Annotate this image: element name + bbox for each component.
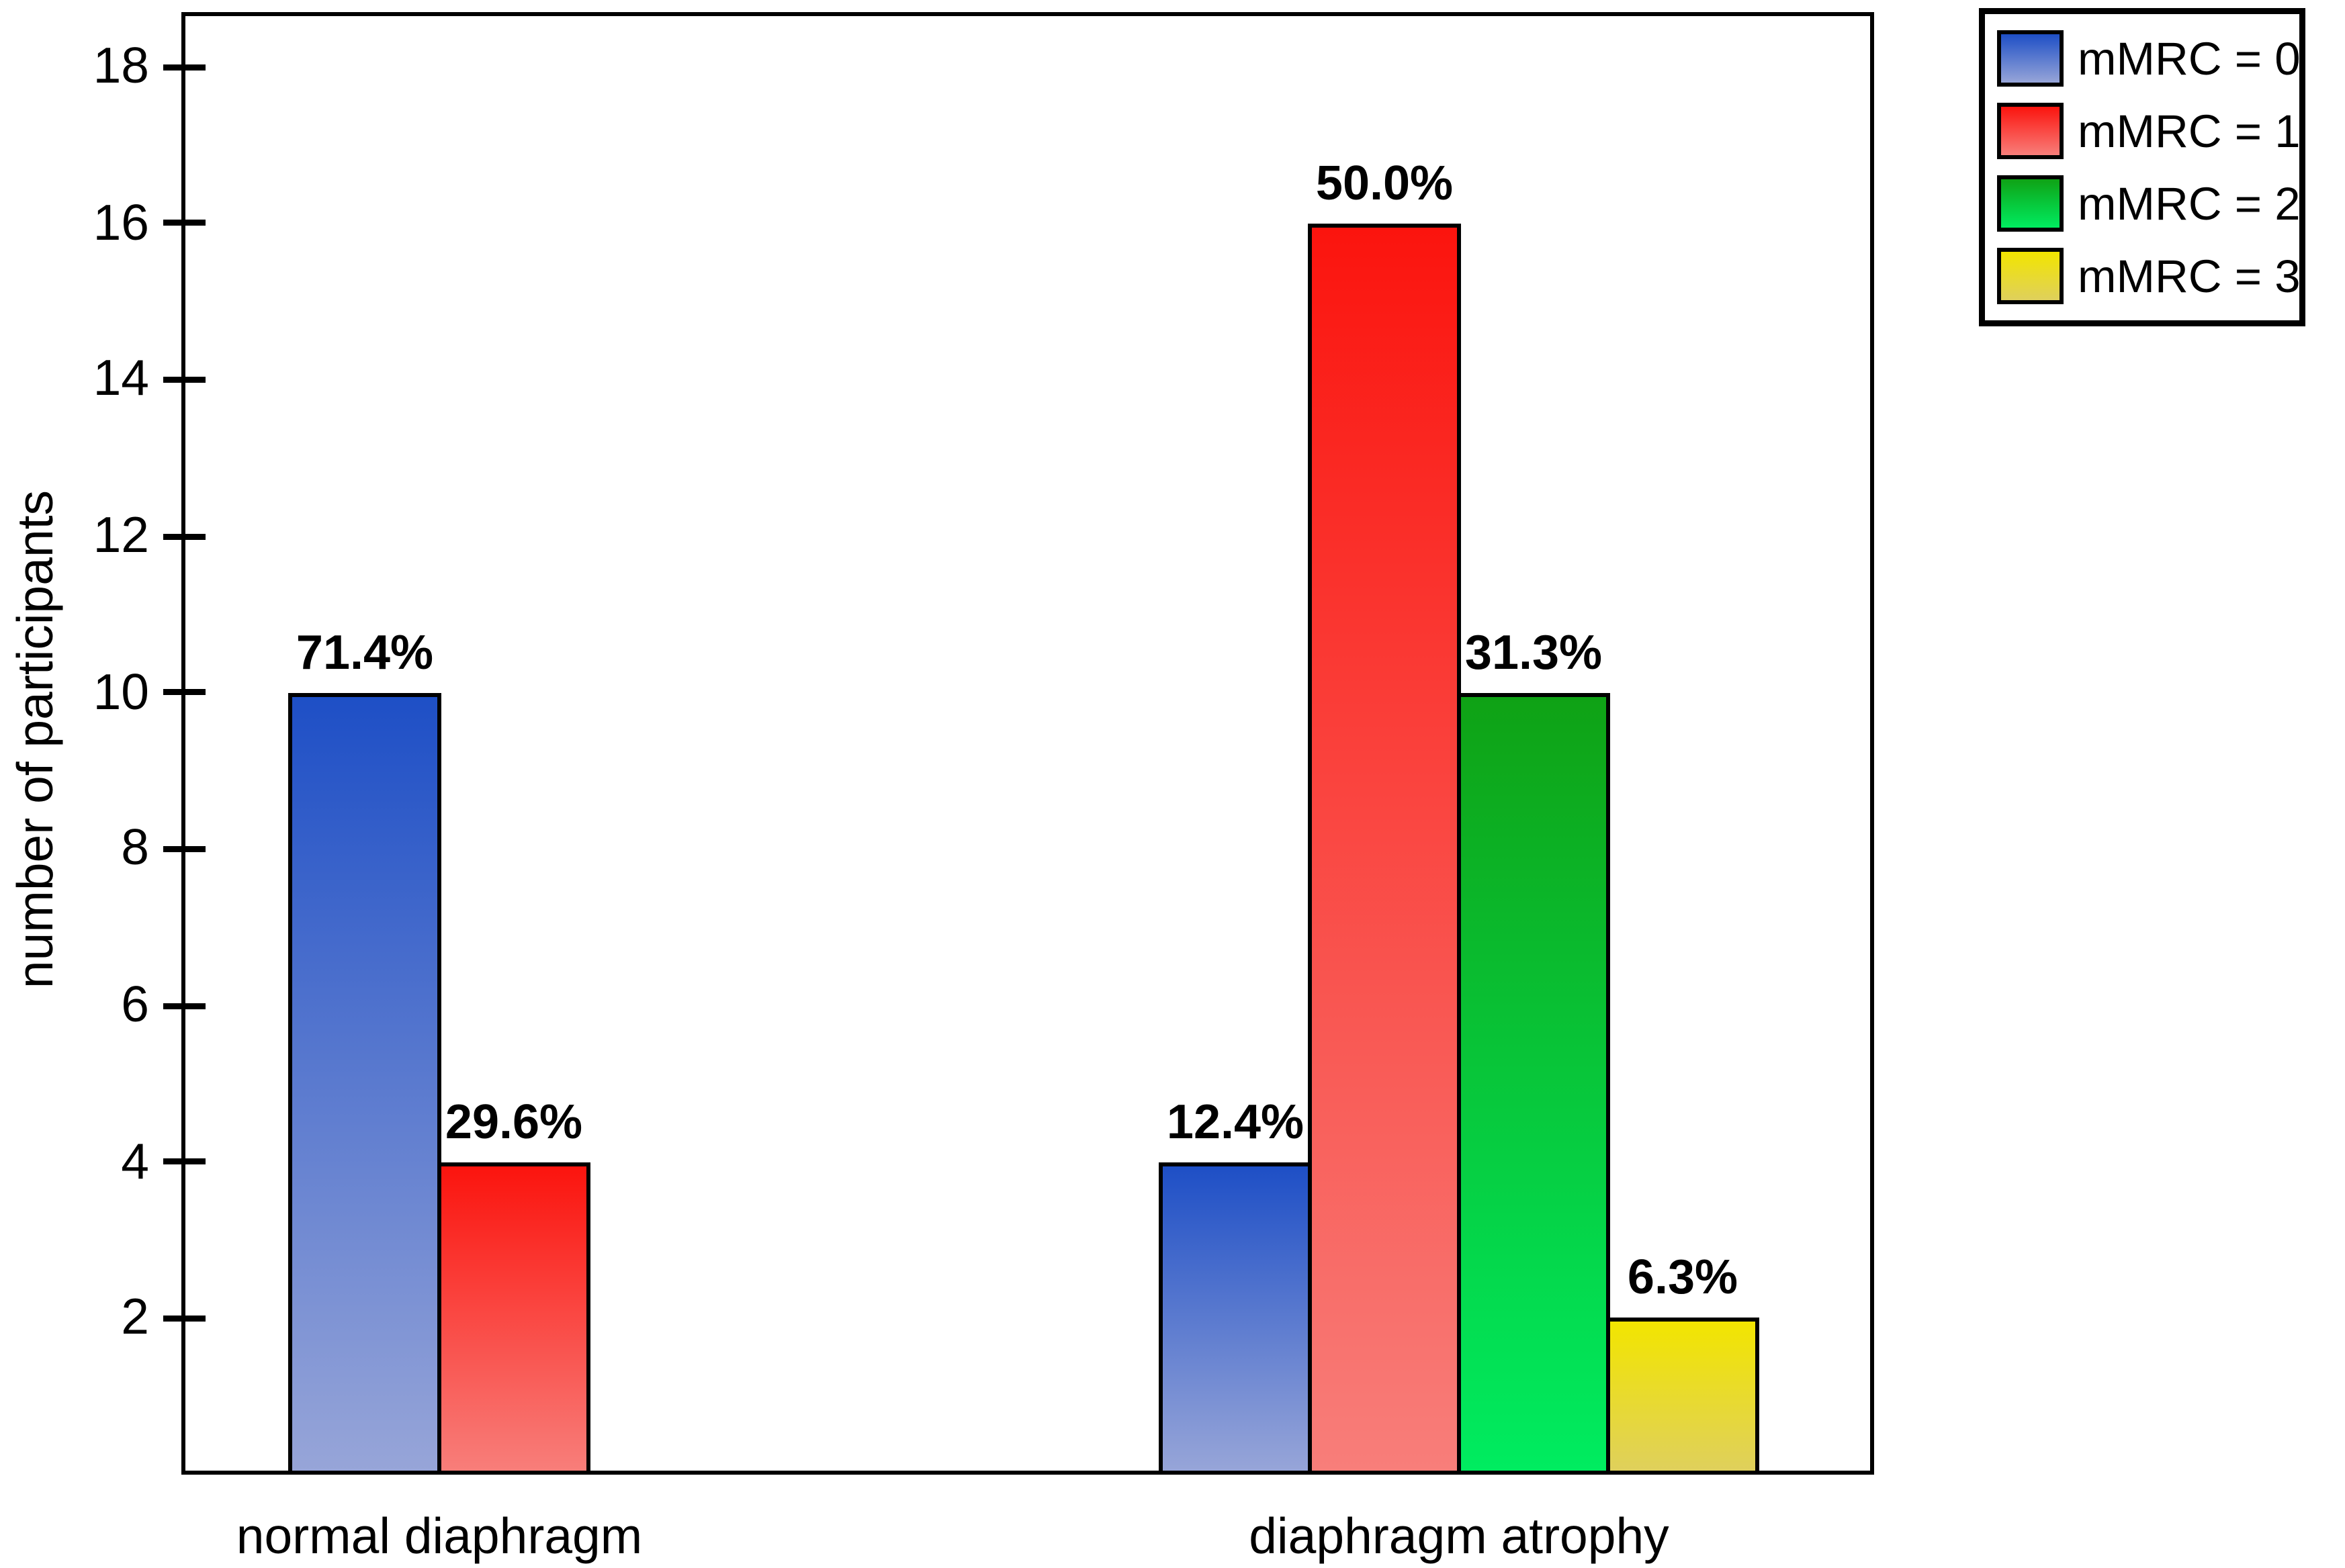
- bar-normal-diaphragm-mmrc-1: [437, 1162, 590, 1475]
- legend-label: mMRC = 1: [2078, 103, 2301, 156]
- y-tick-mark: [163, 845, 206, 852]
- bar-value-label-diaphragm-atrophy-mmrc-1: 50.0%: [1315, 156, 1454, 212]
- bar-value-label-diaphragm-atrophy-mmrc-2: 31.3%: [1464, 626, 1603, 681]
- y-tick-label: 18: [93, 38, 149, 95]
- y-tick-label: 16: [93, 195, 149, 252]
- bar-diaphragm-atrophy-mmrc-1: [1308, 223, 1461, 1475]
- x-category-label-diaphragm-atrophy: diaphragm atrophy: [1249, 1509, 1669, 1565]
- bar-diaphragm-atrophy-mmrc-3: [1606, 1318, 1759, 1475]
- legend-swatch-mmrc-2: [1997, 175, 2064, 232]
- legend-swatch-mmrc-0: [1997, 30, 2064, 87]
- legend-item-mmrc-1: mMRC = 1: [1997, 103, 2301, 159]
- y-tick-mark: [163, 1158, 206, 1165]
- legend-swatch-mmrc-1: [1997, 103, 2064, 159]
- y-tick-mark: [163, 533, 206, 539]
- y-tick-label: 8: [121, 821, 149, 878]
- y-tick-mark: [163, 64, 206, 71]
- bar-value-label-diaphragm-atrophy-mmrc-3: 6.3%: [1627, 1252, 1738, 1307]
- legend-item-mmrc-3: mMRC = 3: [1997, 248, 2301, 304]
- bar-value-label-normal-diaphragm-mmrc-1: 29.6%: [445, 1095, 583, 1150]
- y-tick-label: 14: [93, 351, 149, 408]
- y-tick-mark: [163, 689, 206, 696]
- y-tick-mark: [163, 1002, 206, 1009]
- y-tick-label: 2: [121, 1290, 149, 1347]
- legend-item-mmrc-0: mMRC = 0: [1997, 30, 2301, 87]
- y-tick-label: 6: [121, 977, 149, 1034]
- y-tick-label: 12: [93, 508, 149, 565]
- bar-normal-diaphragm-mmrc-0: [288, 692, 441, 1475]
- legend: mMRC = 0 mMRC = 1 mMRC = 2 mMRC = 3: [1979, 8, 2305, 326]
- legend-label: mMRC = 3: [2078, 248, 2301, 302]
- y-tick-mark: [163, 376, 206, 383]
- legend-item-mmrc-2: mMRC = 2: [1997, 175, 2301, 232]
- bar-value-label-diaphragm-atrophy-mmrc-0: 12.4%: [1166, 1095, 1304, 1150]
- bar-diaphragm-atrophy-mmrc-0: [1159, 1162, 1312, 1475]
- y-tick-mark: [163, 1315, 206, 1322]
- legend-label: mMRC = 0: [2078, 31, 2301, 84]
- bar-diaphragm-atrophy-mmrc-2: [1457, 692, 1610, 1475]
- y-tick-mark: [163, 220, 206, 226]
- bar-value-label-normal-diaphragm-mmrc-0: 71.4%: [296, 626, 434, 681]
- legend-label: mMRC = 2: [2078, 176, 2301, 229]
- y-tick-label: 10: [93, 664, 149, 721]
- x-category-label-normal-diaphragm: normal diaphragm: [236, 1509, 643, 1565]
- legend-swatch-mmrc-3: [1997, 248, 2064, 304]
- y-tick-label: 4: [121, 1134, 149, 1191]
